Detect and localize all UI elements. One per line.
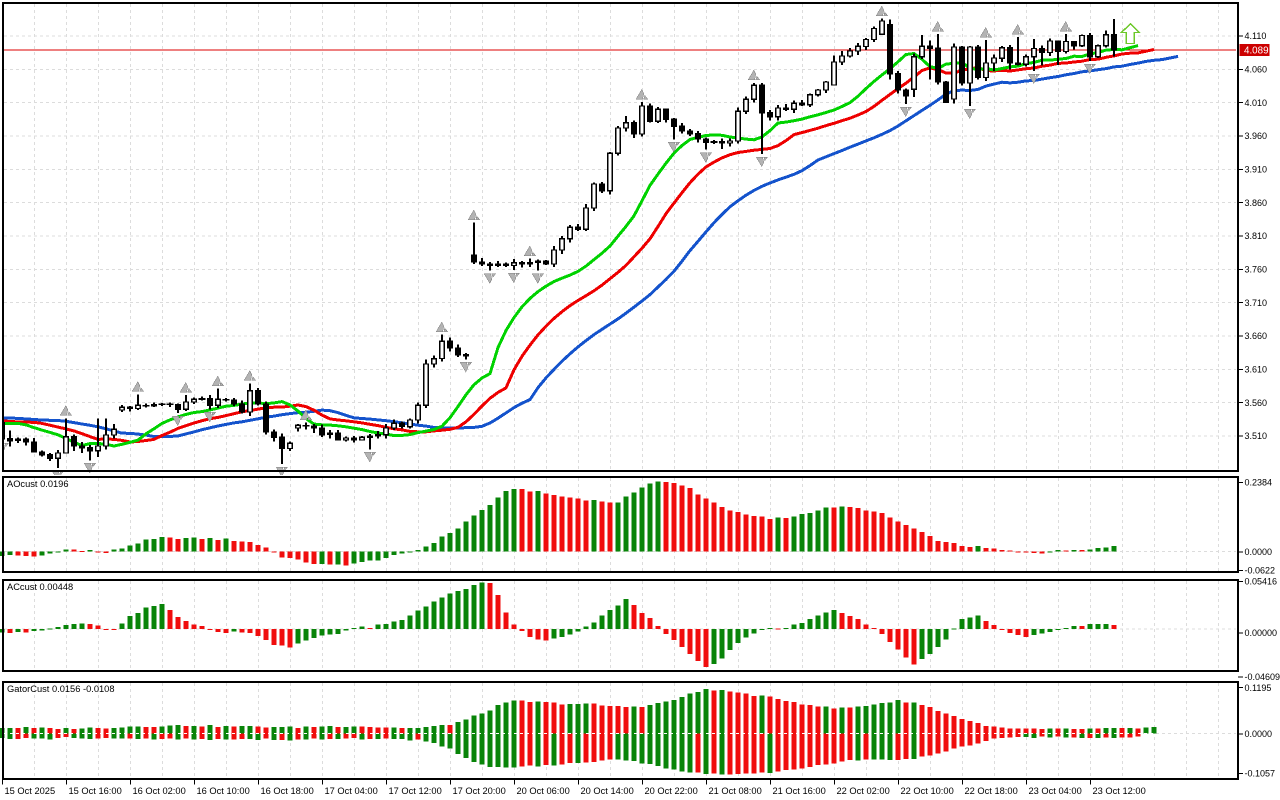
svg-text:-0.04609: -0.04609: [1245, 672, 1280, 682]
svg-text:-0.0622: -0.0622: [1245, 566, 1276, 576]
svg-text:21 Oct 08:00: 21 Oct 08:00: [709, 786, 762, 796]
svg-text:3.510: 3.510: [1245, 431, 1268, 441]
svg-text:4.060: 4.060: [1245, 65, 1268, 75]
svg-text:0.05416: 0.05416: [1245, 577, 1278, 587]
svg-text:0.1195: 0.1195: [1245, 683, 1272, 693]
svg-text:17 Oct 12:00: 17 Oct 12:00: [389, 786, 442, 796]
svg-text:ACcust 0.00448: ACcust 0.00448: [7, 582, 73, 592]
svg-text:3.810: 3.810: [1245, 231, 1268, 241]
svg-text:23 Oct 04:00: 23 Oct 04:00: [1029, 786, 1082, 796]
svg-text:4.010: 4.010: [1245, 98, 1268, 108]
svg-text:16 Oct 02:00: 16 Oct 02:00: [133, 786, 186, 796]
svg-text:0.0000: 0.0000: [1245, 729, 1273, 739]
svg-text:15 Oct 2025: 15 Oct 2025: [5, 786, 56, 796]
svg-text:17 Oct 04:00: 17 Oct 04:00: [325, 786, 378, 796]
svg-text:23 Oct 12:00: 23 Oct 12:00: [1093, 786, 1146, 796]
svg-text:3.760: 3.760: [1245, 265, 1268, 275]
svg-text:AOcust 0.0196: AOcust 0.0196: [7, 479, 69, 489]
svg-text:20 Oct 14:00: 20 Oct 14:00: [581, 786, 634, 796]
svg-text:3.960: 3.960: [1245, 131, 1268, 141]
svg-text:22 Oct 10:00: 22 Oct 10:00: [901, 786, 954, 796]
svg-text:3.860: 3.860: [1245, 198, 1268, 208]
svg-text:20 Oct 22:00: 20 Oct 22:00: [645, 786, 698, 796]
svg-text:3.610: 3.610: [1245, 365, 1268, 375]
svg-text:3.560: 3.560: [1245, 398, 1268, 408]
svg-text:3.710: 3.710: [1245, 298, 1268, 308]
svg-text:4.089: 4.089: [1244, 45, 1269, 56]
svg-text:-0.1057: -0.1057: [1245, 769, 1276, 779]
svg-text:0.00000: 0.00000: [1245, 628, 1278, 638]
svg-text:0.0000: 0.0000: [1245, 547, 1273, 557]
svg-text:16 Oct 10:00: 16 Oct 10:00: [197, 786, 250, 796]
svg-text:17 Oct 20:00: 17 Oct 20:00: [453, 786, 506, 796]
svg-text:21 Oct 16:00: 21 Oct 16:00: [773, 786, 826, 796]
svg-text:22 Oct 18:00: 22 Oct 18:00: [965, 786, 1018, 796]
svg-text:3.910: 3.910: [1245, 165, 1268, 175]
svg-text:15 Oct 16:00: 15 Oct 16:00: [69, 786, 122, 796]
svg-text:22 Oct 02:00: 22 Oct 02:00: [837, 786, 890, 796]
svg-text:4.110: 4.110: [1245, 31, 1267, 41]
svg-text:3.660: 3.660: [1245, 331, 1268, 341]
svg-text:0.2384: 0.2384: [1245, 478, 1273, 488]
svg-text:20 Oct 06:00: 20 Oct 06:00: [517, 786, 570, 796]
svg-text:GatorCust 0.0156 -0.0108: GatorCust 0.0156 -0.0108: [7, 684, 115, 694]
svg-text:16 Oct 18:00: 16 Oct 18:00: [261, 786, 314, 796]
